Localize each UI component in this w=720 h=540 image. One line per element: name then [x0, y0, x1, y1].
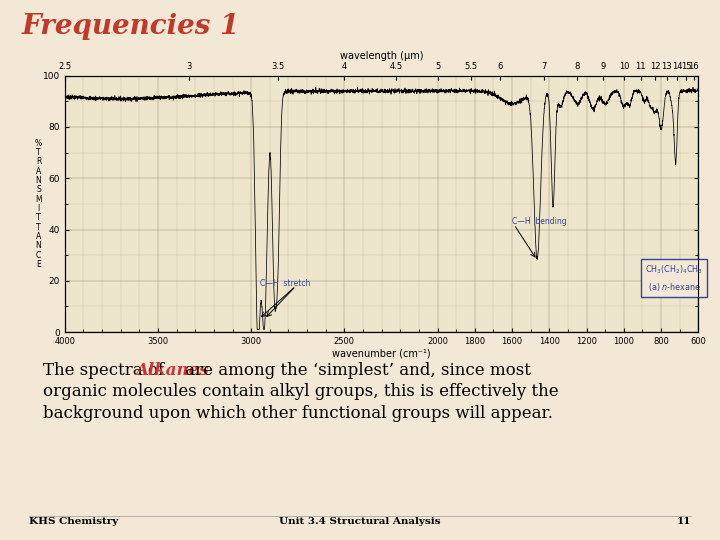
Text: KHS Chemistry: KHS Chemistry	[29, 517, 118, 526]
X-axis label: wavelength (μm): wavelength (μm)	[340, 51, 423, 61]
Text: Frequencies 1: Frequencies 1	[22, 14, 240, 40]
Text: organic molecules contain alkyl groups, this is effectively the: organic molecules contain alkyl groups, …	[43, 383, 559, 400]
Text: Unit 3.4 Structural Analysis: Unit 3.4 Structural Analysis	[279, 517, 441, 526]
X-axis label: wavenumber (cm⁻¹): wavenumber (cm⁻¹)	[333, 349, 431, 359]
Y-axis label: %
T
R
A
N
S
M
I
T
T
A
N
C
E: % T R A N S M I T T A N C E	[35, 139, 42, 269]
Text: $\mathregular{CH_3(CH_2)_4CH_3}$
(a) $n$-hexane: $\mathregular{CH_3(CH_2)_4CH_3}$ (a) $n$…	[645, 264, 703, 293]
Text: are among the ‘simplest’ and, since most: are among the ‘simplest’ and, since most	[180, 362, 531, 379]
Text: C—H  bending: C—H bending	[512, 217, 567, 226]
Text: 11: 11	[677, 517, 691, 526]
Text: The spectra of: The spectra of	[43, 362, 170, 379]
Text: C—H  stretch: C—H stretch	[261, 279, 311, 288]
Text: Alkanes: Alkanes	[135, 362, 209, 379]
Text: background upon which other functional groups will appear.: background upon which other functional g…	[43, 405, 553, 422]
